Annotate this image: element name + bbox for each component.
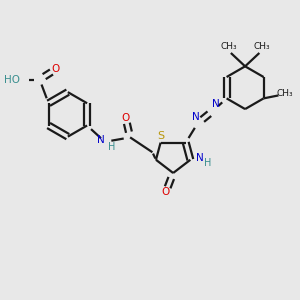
Text: O: O bbox=[122, 113, 130, 123]
Text: H: H bbox=[108, 142, 115, 152]
Text: H: H bbox=[204, 158, 211, 168]
Text: CH₃: CH₃ bbox=[220, 42, 237, 51]
Text: N: N bbox=[98, 135, 105, 146]
Text: O: O bbox=[52, 64, 60, 74]
Text: N: N bbox=[212, 99, 219, 109]
Text: O: O bbox=[162, 187, 170, 197]
Text: N: N bbox=[196, 153, 204, 163]
Text: S: S bbox=[157, 131, 164, 141]
Text: N: N bbox=[192, 112, 200, 122]
Text: CH₃: CH₃ bbox=[277, 89, 293, 98]
Text: CH₃: CH₃ bbox=[254, 42, 270, 51]
Text: HO: HO bbox=[4, 74, 20, 85]
